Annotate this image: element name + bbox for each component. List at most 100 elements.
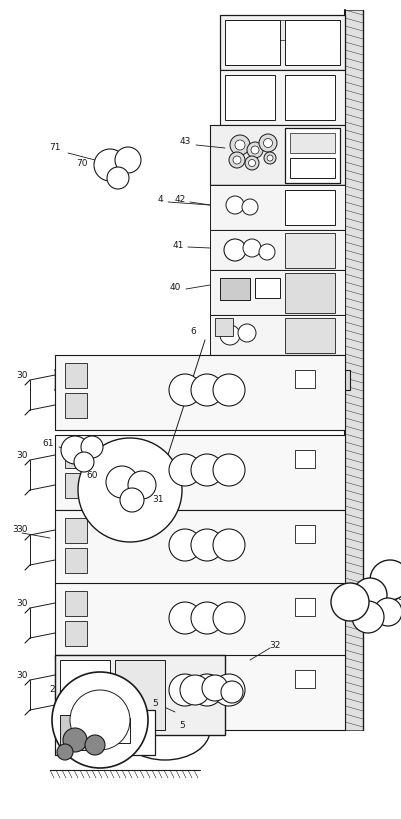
Text: 30: 30	[16, 450, 28, 459]
Bar	[284, 318, 334, 353]
Circle shape	[213, 374, 244, 406]
Bar	[284, 233, 334, 268]
Circle shape	[52, 672, 148, 768]
Circle shape	[61, 436, 89, 464]
Bar	[219, 70, 344, 125]
Bar	[65, 548, 87, 573]
Circle shape	[168, 374, 200, 406]
Circle shape	[168, 454, 200, 486]
Bar	[289, 158, 334, 178]
Bar	[55, 510, 344, 585]
Bar	[55, 355, 344, 390]
Text: 51: 51	[391, 612, 401, 621]
Bar	[225, 75, 274, 120]
Circle shape	[128, 471, 156, 499]
Bar	[209, 270, 344, 315]
Bar	[294, 370, 314, 388]
Circle shape	[244, 156, 258, 170]
Bar	[65, 693, 87, 718]
Bar	[65, 393, 87, 418]
Circle shape	[221, 681, 242, 703]
Bar	[225, 20, 279, 65]
Circle shape	[81, 436, 103, 458]
Text: 6: 6	[190, 328, 195, 337]
Circle shape	[70, 690, 130, 750]
Circle shape	[120, 488, 144, 512]
Circle shape	[229, 135, 249, 155]
Circle shape	[190, 602, 223, 634]
Bar	[55, 355, 344, 430]
Text: 30: 30	[16, 370, 28, 379]
Text: 5: 5	[179, 721, 184, 730]
Circle shape	[201, 675, 227, 701]
Text: 2: 2	[49, 686, 55, 695]
Bar	[215, 318, 233, 336]
Bar	[225, 20, 339, 40]
Bar	[219, 278, 249, 300]
Circle shape	[115, 147, 141, 173]
Circle shape	[229, 152, 244, 168]
Text: 50: 50	[391, 594, 401, 603]
Circle shape	[263, 138, 272, 147]
Text: 42: 42	[174, 196, 185, 205]
Circle shape	[330, 583, 368, 621]
Bar	[65, 473, 87, 498]
Circle shape	[107, 167, 129, 189]
Circle shape	[242, 239, 260, 257]
Text: 6: 6	[74, 458, 80, 467]
Circle shape	[223, 239, 245, 261]
Circle shape	[63, 728, 87, 752]
Circle shape	[241, 199, 257, 215]
Bar	[55, 370, 349, 390]
Circle shape	[233, 156, 241, 164]
Bar	[65, 663, 87, 688]
Bar	[289, 133, 334, 153]
Circle shape	[235, 140, 244, 150]
Circle shape	[190, 454, 223, 486]
Bar	[65, 591, 87, 616]
Text: 61: 61	[42, 438, 54, 447]
Bar	[55, 655, 344, 730]
Bar	[294, 670, 314, 688]
Text: 7: 7	[109, 175, 115, 184]
Bar	[65, 443, 87, 468]
Bar	[254, 278, 279, 298]
Circle shape	[190, 374, 223, 406]
Bar	[55, 583, 344, 658]
Bar	[65, 518, 87, 543]
Circle shape	[180, 675, 209, 705]
Text: 71: 71	[49, 143, 61, 152]
Text: 3: 3	[12, 526, 18, 535]
Circle shape	[168, 529, 200, 561]
Circle shape	[219, 325, 239, 345]
Circle shape	[168, 674, 200, 706]
Bar	[284, 190, 334, 225]
Circle shape	[237, 324, 255, 342]
Text: 30: 30	[16, 599, 28, 608]
Text: 60: 60	[86, 472, 97, 481]
Text: 43: 43	[179, 138, 190, 147]
Circle shape	[258, 134, 276, 152]
Bar	[100, 718, 130, 743]
Bar	[284, 75, 334, 120]
Bar	[294, 450, 314, 468]
Circle shape	[213, 454, 244, 486]
Text: 5: 5	[336, 595, 342, 604]
Bar	[60, 715, 95, 750]
Text: 31: 31	[152, 495, 163, 505]
Bar	[60, 660, 110, 730]
Text: 40: 40	[169, 283, 180, 292]
Text: 5: 5	[152, 699, 158, 708]
Circle shape	[373, 598, 401, 626]
Circle shape	[57, 744, 73, 760]
Bar	[219, 15, 344, 70]
Circle shape	[248, 160, 255, 166]
Text: 30: 30	[16, 671, 28, 680]
Text: 4: 4	[157, 196, 162, 205]
Circle shape	[78, 438, 182, 542]
Bar	[344, 10, 362, 730]
Circle shape	[352, 578, 386, 612]
Bar	[284, 273, 334, 313]
Circle shape	[225, 196, 243, 214]
Bar	[55, 655, 225, 735]
